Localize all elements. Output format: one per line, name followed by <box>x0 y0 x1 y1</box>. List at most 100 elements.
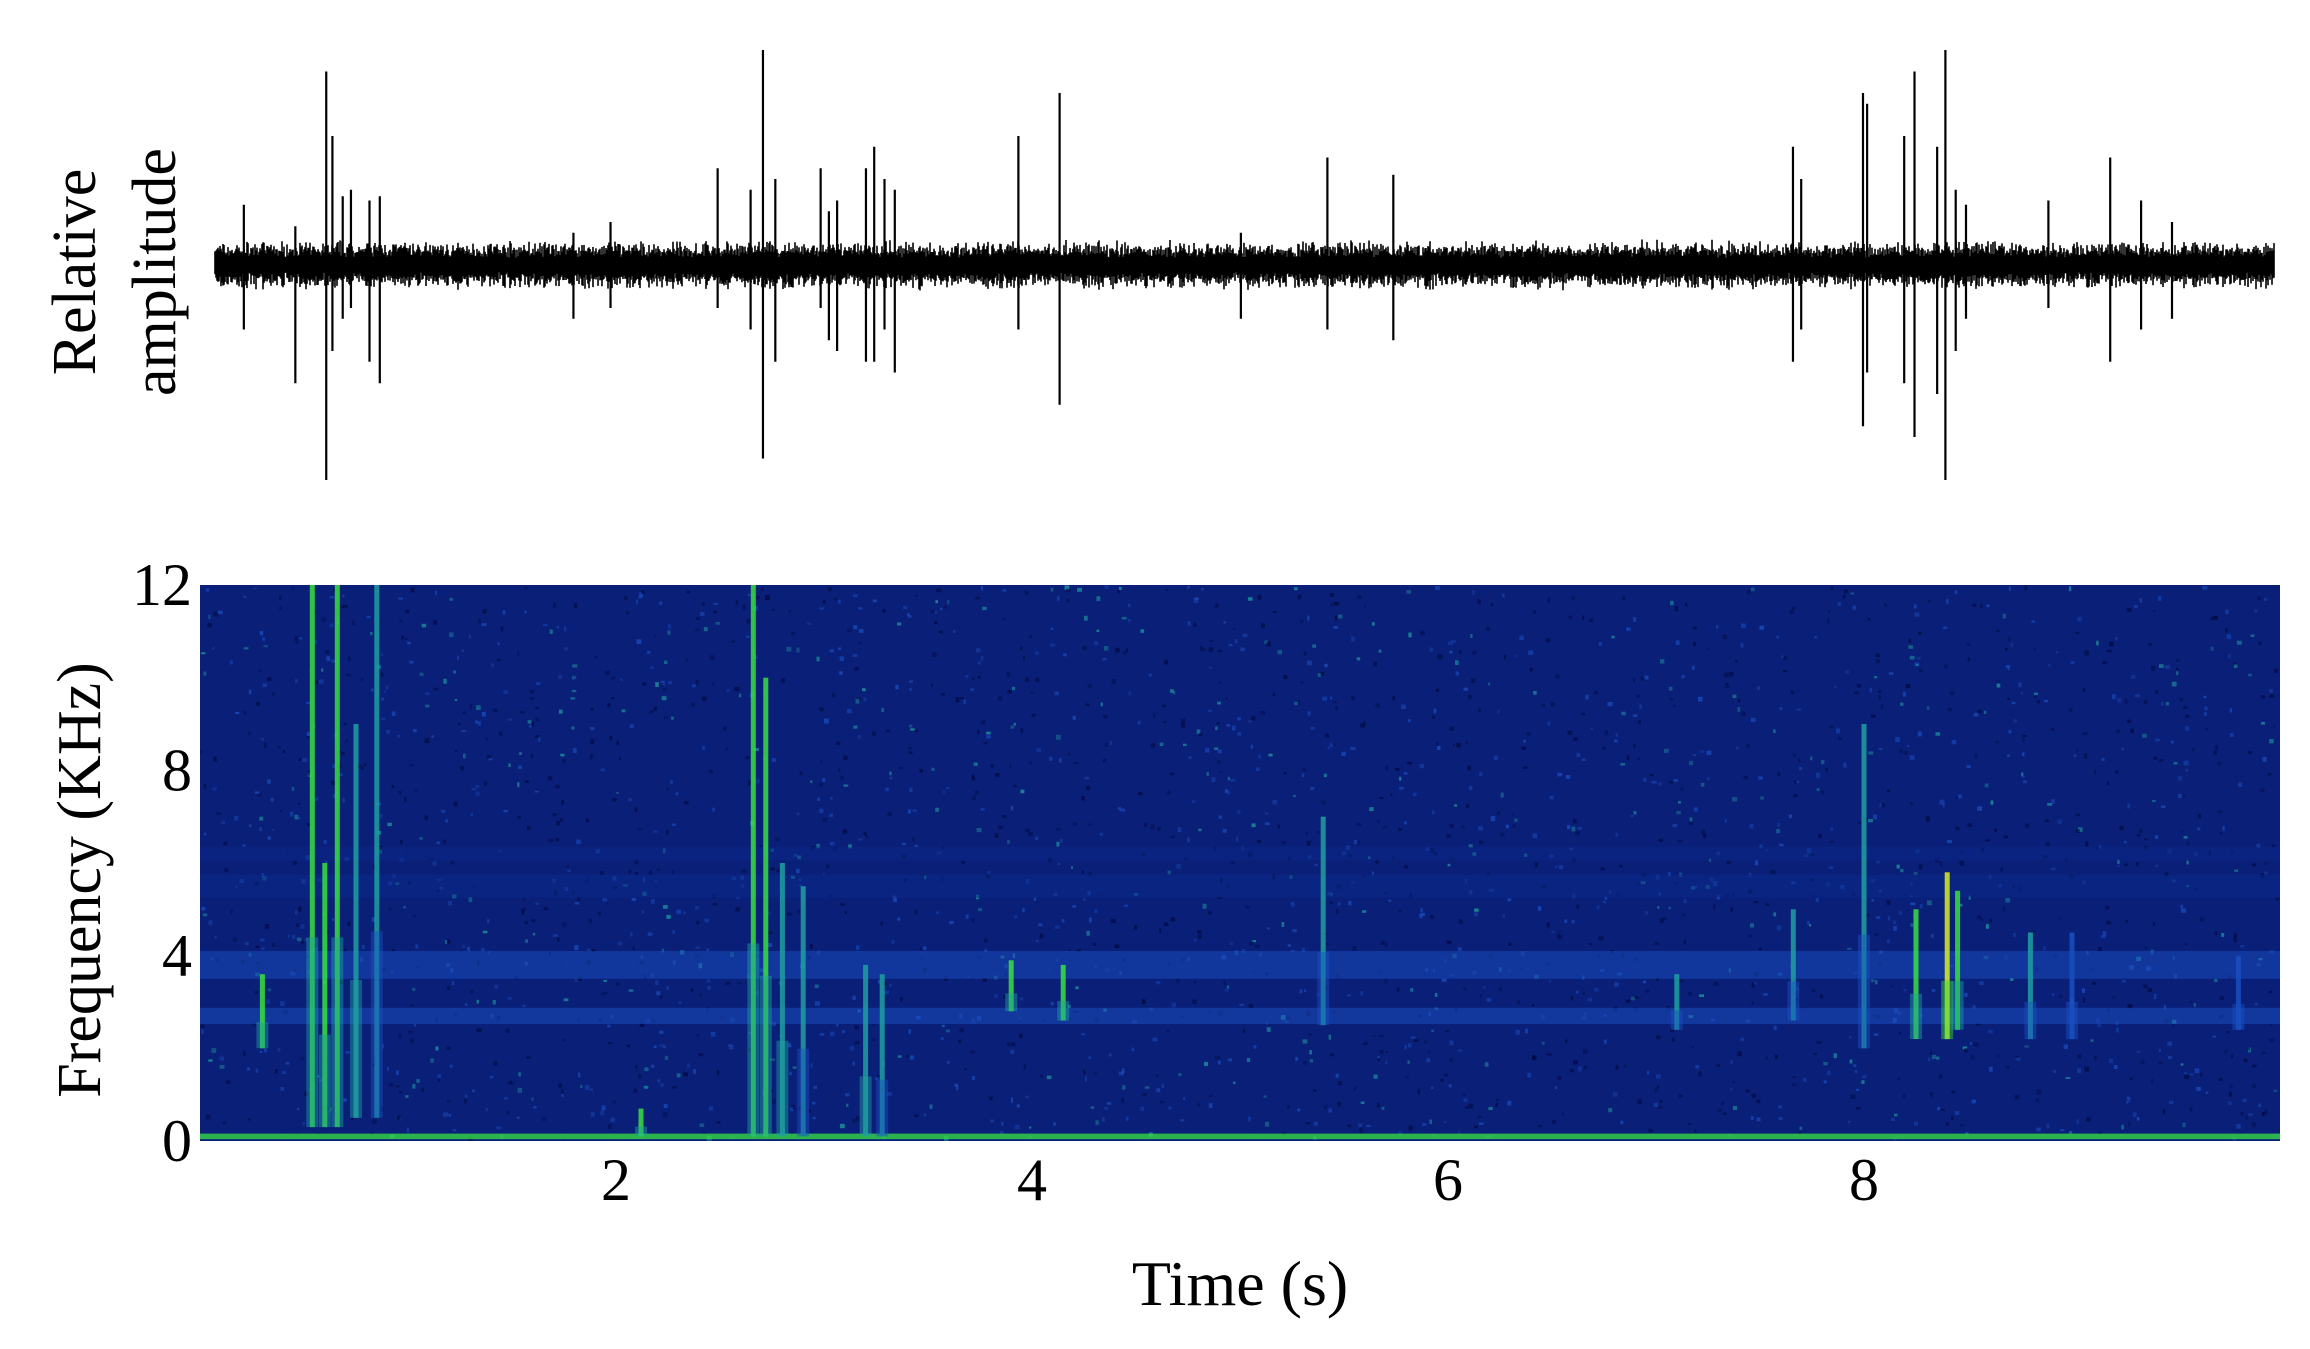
spectrogram-noise-cell <box>232 937 237 942</box>
spectrogram-noise-cell <box>379 814 383 819</box>
spectrogram-noise-cell <box>1844 589 1848 594</box>
spectrogram-noise-cell <box>1637 882 1641 885</box>
spectrogram-event <box>1060 964 1066 1021</box>
spectrogram-event <box>1955 890 1961 1030</box>
spectrogram-noise-cell <box>2078 827 2083 832</box>
spectrogram-noise-cell <box>1893 920 1896 924</box>
spectrogram-noise-cell <box>1930 1050 1933 1056</box>
spectrogram-noise-cell <box>735 600 738 605</box>
spectrogram-noise-cell <box>651 1064 655 1068</box>
spectrogram-noise-cell <box>1751 982 1754 986</box>
spectrogram-noise-cell <box>543 907 548 911</box>
spectrogram-noise-cell <box>1633 744 1636 748</box>
spectrogram-event-halo <box>2024 1001 2037 1040</box>
spectrogram-noise-cell <box>1272 693 1276 697</box>
spectrogram-noise-cell <box>399 857 404 862</box>
spectrogram-noise-cell <box>2236 640 2242 645</box>
spectrogram-noise-cell <box>2051 799 2055 804</box>
spectrogram-noise-cell <box>371 688 374 692</box>
spectrogram-noise-cell <box>205 588 210 592</box>
spectrogram-noise-cell <box>2240 945 2245 948</box>
spectrogram-noise-cell <box>940 607 943 611</box>
spectrogram-noise-cell <box>1688 992 1692 996</box>
spectrogram-noise-cell <box>1172 691 1176 695</box>
spectrogram-noise-cell <box>464 1003 468 1006</box>
spectrogram-noise-cell <box>725 747 729 751</box>
spectrogram-noise-cell <box>1087 684 1092 688</box>
spectrogram-noise-cell <box>1557 933 1560 938</box>
spectrogram-noise-cell <box>1837 601 1841 607</box>
spectrogram-noise-cell <box>1782 669 1787 673</box>
spectrogram-noise-cell <box>1749 823 1754 829</box>
spectrogram-noise-cell <box>1716 625 1719 629</box>
spectrogram-noise-cell <box>1967 822 1973 827</box>
spectrogram-noise-cell <box>216 812 222 815</box>
spectrogram-noise-cell <box>839 656 844 661</box>
spectrogram-noise-cell <box>840 903 846 906</box>
spectrogram-noise-cell <box>212 647 215 650</box>
spectrogram-noise-cell <box>655 682 659 687</box>
spectrogram-noise-cell <box>266 999 270 1004</box>
spectrogram-noise-cell <box>1337 1080 1343 1086</box>
spectrogram-noise-cell <box>1461 826 1465 829</box>
spectrogram-noise-cell <box>637 827 642 831</box>
spectrogram-noise-cell <box>1302 773 1305 778</box>
spectrogram-noise-cell <box>2274 668 2278 673</box>
spectrogram-noise-cell <box>1156 1074 1159 1077</box>
spectrogram-noise-cell <box>471 788 477 791</box>
spectrogram-noise-cell <box>740 884 745 888</box>
spectrogram-noise-cell <box>1109 741 1113 745</box>
spectrogram-noise-cell <box>1816 1041 1822 1044</box>
spectrogram-noise-cell <box>854 1041 860 1044</box>
spectrogram-noise-cell <box>2190 1073 2194 1076</box>
spectrogram-noise-cell <box>1502 914 1505 918</box>
spectrogram-noise-cell <box>370 632 373 636</box>
spectrogram-noise-cell <box>1435 586 1440 591</box>
spectrogram-noise-cell <box>1710 877 1714 882</box>
spectrogram-noise-cell <box>1006 672 1010 677</box>
spectrogram-noise-cell <box>1217 896 1222 899</box>
spectrogram-noise-cell <box>963 699 966 705</box>
spectrogram-noise-cell <box>1598 641 1602 646</box>
spectrogram-noise-cell <box>2116 1027 2119 1033</box>
spectrogram-noise-cell <box>1657 906 1660 909</box>
spectrogram-noise-cell <box>1521 746 1527 750</box>
spectrogram-event <box>322 863 328 1128</box>
spectrogram-noise-cell <box>872 599 877 603</box>
spectrogram-noise-cell <box>398 597 404 600</box>
spectrogram-noise-cell <box>2155 864 2159 868</box>
spectrogram-noise-cell <box>1405 1075 1409 1079</box>
spectrogram-noise-cell <box>410 587 415 593</box>
spectrogram-noise-cell <box>297 817 301 820</box>
spectrogram-noise-cell <box>1204 1061 1208 1066</box>
spectrogram-noise-cell <box>316 797 319 800</box>
spectrogram-noise-cell <box>1094 909 1098 914</box>
spectrogram-noise-cell <box>2068 586 2072 592</box>
spectrogram-noise-cell <box>1765 849 1768 852</box>
spectrogram-noise-cell <box>1750 717 1756 722</box>
spectrogram-noise-cell <box>2008 729 2012 734</box>
spectrogram-noise-cell <box>1419 913 1423 918</box>
spectrogram-noise-cell <box>2128 1121 2131 1127</box>
spectrogram-noise-cell <box>1328 1108 1332 1113</box>
spectrogram-noise-cell <box>727 1044 732 1047</box>
spectrogram-noise-cell <box>527 826 531 831</box>
spectrogram-noise-cell <box>346 673 351 677</box>
spectrogram-noise-cell <box>585 1085 590 1091</box>
spectrogram-noise-cell <box>532 932 536 936</box>
spectrogram-noise-cell <box>2055 651 2058 654</box>
spectrogram-noise-cell <box>1375 703 1380 708</box>
spectrogram-noise-cell <box>644 1067 649 1072</box>
spectrogram-noise-cell <box>1449 824 1455 829</box>
spectrogram-noise-cell <box>1010 1049 1015 1054</box>
spectrogram-noise-cell <box>2082 997 2086 1003</box>
spectrogram-noise-cell <box>1708 858 1712 862</box>
spectrogram-noise-cell <box>1398 1131 1403 1136</box>
spectrogram-noise-cell <box>974 790 979 795</box>
spectrogram-noise-cell <box>862 688 866 692</box>
spectrogram-noise-cell <box>2000 867 2003 872</box>
spectrogram-noise-cell <box>1417 1089 1420 1094</box>
spectrogram-noise-cell <box>1306 840 1311 846</box>
spectrogram-noise-cell <box>1246 1058 1251 1062</box>
spectrogram-noise-cell <box>1909 755 1915 760</box>
